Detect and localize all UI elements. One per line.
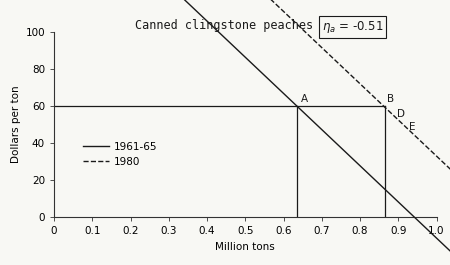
Text: D: D [397,109,405,119]
Y-axis label: Dollars per ton: Dollars per ton [11,86,21,163]
Text: $\eta_a$ = -0.51: $\eta_a$ = -0.51 [322,19,383,34]
Text: Canned clingstone peaches: Canned clingstone peaches [135,19,313,32]
Text: A: A [301,94,308,104]
Text: E: E [409,122,415,132]
X-axis label: Million tons: Million tons [216,242,275,252]
Legend: 1961-65, 1980: 1961-65, 1980 [78,138,162,171]
Text: B: B [387,94,394,104]
